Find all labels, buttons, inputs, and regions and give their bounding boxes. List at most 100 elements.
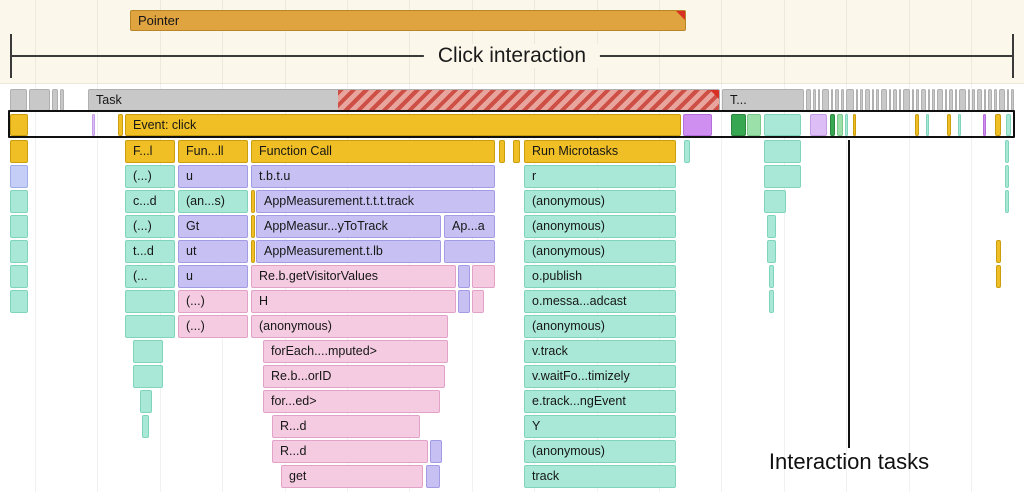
flame-entry[interactable]: (...) bbox=[178, 315, 248, 338]
task-segment[interactable] bbox=[955, 89, 957, 111]
task-segment[interactable] bbox=[52, 89, 58, 111]
flame-entry[interactable]: R...d bbox=[272, 415, 420, 438]
flame-entry[interactable] bbox=[996, 240, 1001, 263]
flame-entry[interactable]: track bbox=[524, 465, 676, 488]
flame-entry[interactable] bbox=[10, 265, 28, 288]
task-segment[interactable] bbox=[876, 89, 879, 111]
flame-entry[interactable] bbox=[458, 290, 470, 313]
task-segment[interactable] bbox=[856, 89, 858, 111]
event-segment[interactable] bbox=[853, 114, 856, 136]
task-segment[interactable] bbox=[903, 89, 910, 111]
task-segment[interactable] bbox=[937, 89, 943, 111]
task-segment[interactable] bbox=[29, 89, 50, 111]
event-segment[interactable] bbox=[731, 114, 746, 136]
flame-entry[interactable]: Re.b.getVisitorValues bbox=[251, 265, 456, 288]
flame-entry[interactable] bbox=[251, 190, 255, 213]
flame-entry[interactable]: (anonymous) bbox=[524, 440, 676, 463]
flame-entry[interactable]: Fun...ll bbox=[178, 140, 248, 163]
flame-entry[interactable]: o.publish bbox=[524, 265, 676, 288]
task-segment[interactable] bbox=[1007, 89, 1009, 111]
event-segment[interactable] bbox=[810, 114, 827, 136]
interaction-tasks-annotation-label[interactable]: Interaction tasks bbox=[768, 449, 930, 474]
flame-entry[interactable]: Y bbox=[524, 415, 676, 438]
flame-entry[interactable]: forEach....mputed> bbox=[263, 340, 448, 363]
event-segment[interactable] bbox=[983, 114, 986, 136]
flame-entry[interactable]: AppMeasur...yToTrack bbox=[256, 215, 441, 238]
flame-entry[interactable]: (... bbox=[125, 265, 175, 288]
task-segment[interactable] bbox=[916, 89, 919, 111]
task-segment[interactable] bbox=[835, 89, 839, 111]
event-segment[interactable]: Event: click bbox=[125, 114, 681, 136]
task-segment[interactable] bbox=[945, 89, 947, 111]
flame-entry[interactable] bbox=[513, 140, 520, 163]
flame-entry[interactable] bbox=[499, 140, 505, 163]
flame-entry[interactable]: AppMeasurement.t.t.t.track bbox=[256, 190, 495, 213]
flame-entry[interactable]: (anonymous) bbox=[524, 240, 676, 263]
event-segment[interactable] bbox=[683, 114, 712, 136]
flame-entry[interactable]: F...l bbox=[125, 140, 175, 163]
task-segment[interactable] bbox=[928, 89, 930, 111]
flame-entry[interactable]: v.waitFo...timizely bbox=[524, 365, 676, 388]
task-segment[interactable] bbox=[893, 89, 897, 111]
task-segment[interactable] bbox=[813, 89, 816, 111]
flame-entry[interactable]: Re.b...orID bbox=[263, 365, 445, 388]
task-segment[interactable] bbox=[841, 89, 844, 111]
task-segment[interactable] bbox=[959, 89, 966, 111]
flame-entry[interactable] bbox=[10, 140, 28, 163]
flame-entry[interactable] bbox=[125, 290, 175, 313]
task-segment[interactable] bbox=[977, 89, 982, 111]
event-segment[interactable] bbox=[837, 114, 843, 136]
flame-entry[interactable] bbox=[458, 265, 470, 288]
task-segment[interactable] bbox=[972, 89, 975, 111]
flame-entry[interactable]: (anonymous) bbox=[524, 315, 676, 338]
task-segment[interactable] bbox=[968, 89, 970, 111]
flame-entry[interactable]: (anonymous) bbox=[524, 215, 676, 238]
flame-entry[interactable]: t...d bbox=[125, 240, 175, 263]
flame-entry[interactable] bbox=[767, 240, 776, 263]
event-segment[interactable] bbox=[764, 114, 801, 136]
task-segment[interactable] bbox=[994, 89, 997, 111]
task-segment[interactable] bbox=[860, 89, 863, 111]
flame-entry[interactable]: (anonymous) bbox=[524, 190, 676, 213]
flame-entry[interactable] bbox=[996, 265, 1001, 288]
flame-entry[interactable] bbox=[10, 290, 28, 313]
event-segment[interactable] bbox=[1006, 114, 1011, 136]
event-segment[interactable] bbox=[947, 114, 951, 136]
task-segment[interactable] bbox=[988, 89, 992, 111]
flame-entry[interactable] bbox=[769, 290, 774, 313]
flame-entry[interactable]: ut bbox=[178, 240, 248, 263]
event-segment[interactable] bbox=[926, 114, 929, 136]
flame-entry[interactable]: R...d bbox=[272, 440, 428, 463]
flame-entry[interactable]: (...) bbox=[178, 290, 248, 313]
flame-entry[interactable]: Gt bbox=[178, 215, 248, 238]
flame-entry[interactable] bbox=[142, 415, 149, 438]
task-segment[interactable] bbox=[822, 89, 829, 111]
task-segment[interactable] bbox=[872, 89, 874, 111]
task-segment[interactable] bbox=[889, 89, 891, 111]
task-segment[interactable] bbox=[912, 89, 914, 111]
flame-entry[interactable] bbox=[472, 265, 495, 288]
flame-entry[interactable]: o.messa...adcast bbox=[524, 290, 676, 313]
flame-entry[interactable] bbox=[10, 215, 28, 238]
flame-entry[interactable]: t.b.t.u bbox=[251, 165, 495, 188]
event-segment[interactable] bbox=[118, 114, 123, 136]
flame-entry[interactable]: v.track bbox=[524, 340, 676, 363]
flame-entry[interactable] bbox=[472, 290, 484, 313]
event-segment[interactable] bbox=[830, 114, 835, 136]
flame-entry[interactable]: H bbox=[251, 290, 456, 313]
flame-entry[interactable] bbox=[426, 465, 440, 488]
pointer-interaction-bar[interactable]: Pointer bbox=[130, 10, 686, 31]
task-segment[interactable] bbox=[899, 89, 901, 111]
task-segment[interactable] bbox=[60, 89, 64, 111]
task-segment[interactable] bbox=[10, 89, 27, 111]
flame-entry[interactable] bbox=[133, 340, 163, 363]
flame-entry[interactable]: c...d bbox=[125, 190, 175, 213]
flame-entry[interactable] bbox=[444, 240, 495, 263]
event-segment[interactable] bbox=[747, 114, 761, 136]
task-segment[interactable] bbox=[831, 89, 833, 111]
flame-entry[interactable]: AppMeasurement.t.lb bbox=[256, 240, 441, 263]
flame-entry[interactable]: (...) bbox=[125, 215, 175, 238]
flame-entry[interactable]: Function Call bbox=[251, 140, 495, 163]
event-segment[interactable] bbox=[958, 114, 961, 136]
flame-entry[interactable]: u bbox=[178, 165, 248, 188]
